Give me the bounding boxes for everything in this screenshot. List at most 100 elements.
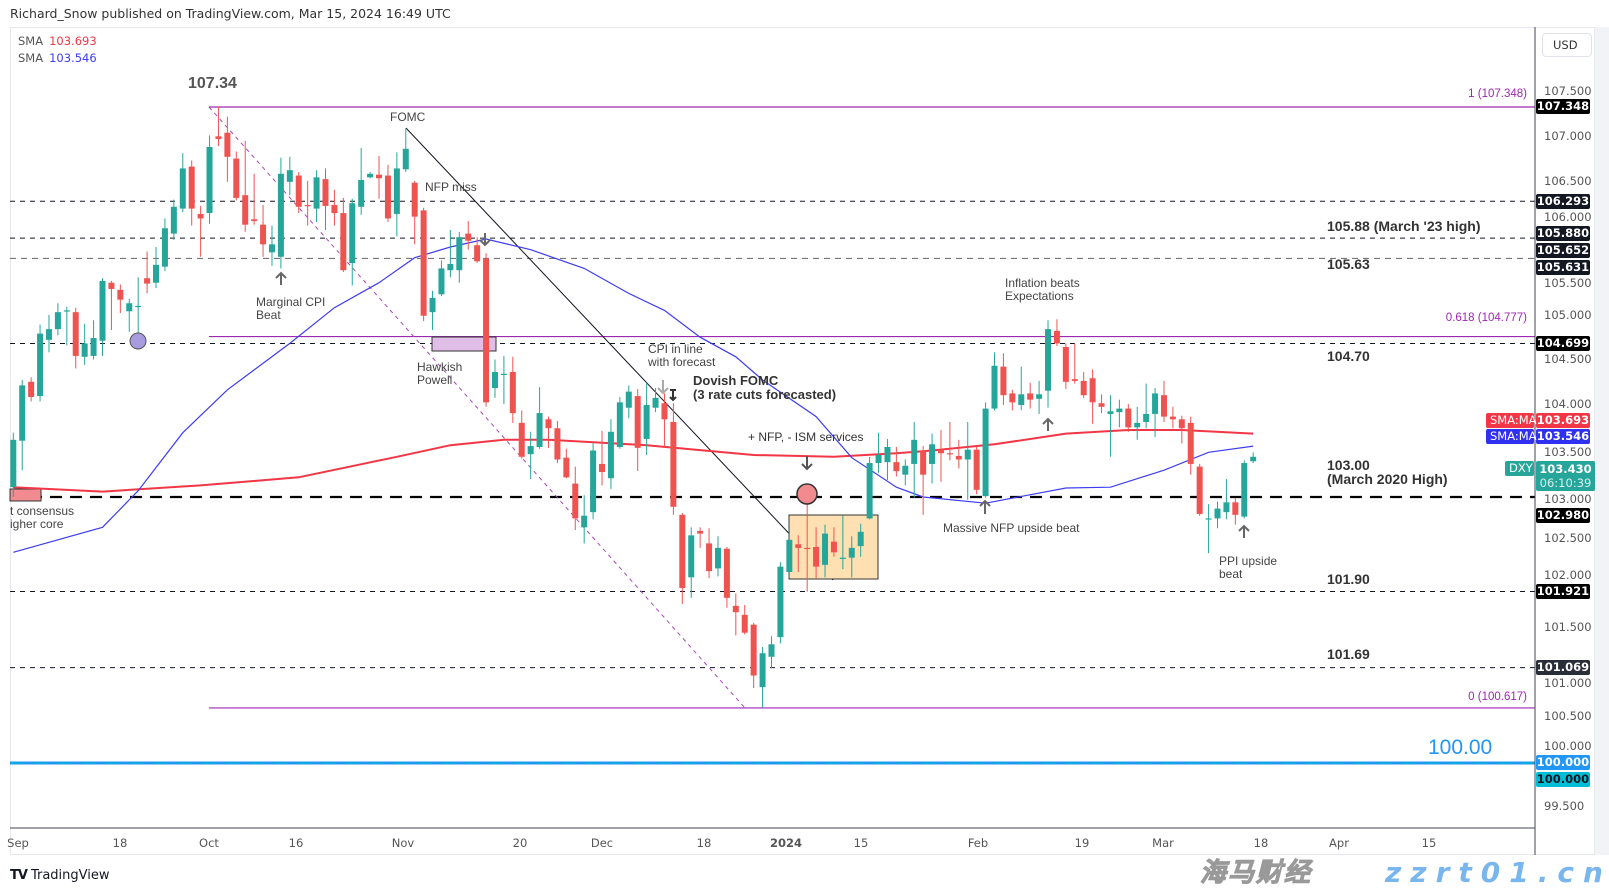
candle[interactable] bbox=[929, 433, 936, 484]
candle[interactable] bbox=[483, 253, 490, 407]
candle[interactable] bbox=[536, 387, 543, 449]
candle[interactable] bbox=[732, 593, 739, 636]
candle[interactable] bbox=[1241, 460, 1248, 519]
candle[interactable] bbox=[750, 622, 757, 689]
candle[interactable] bbox=[1116, 399, 1123, 428]
candle[interactable] bbox=[661, 393, 668, 448]
candle[interactable] bbox=[188, 160, 195, 226]
candle[interactable] bbox=[313, 170, 320, 222]
candle[interactable] bbox=[1178, 415, 1185, 444]
candle[interactable] bbox=[1045, 320, 1052, 408]
sma-short-line[interactable] bbox=[13, 238, 1254, 553]
candle[interactable] bbox=[875, 432, 882, 473]
candle[interactable] bbox=[830, 527, 837, 557]
candle[interactable] bbox=[206, 135, 213, 224]
candle[interactable] bbox=[982, 402, 989, 498]
candle[interactable] bbox=[518, 410, 525, 459]
candle[interactable] bbox=[1196, 463, 1203, 516]
candle[interactable] bbox=[839, 515, 846, 570]
candle[interactable] bbox=[251, 173, 258, 225]
candle[interactable] bbox=[545, 416, 552, 448]
candle[interactable] bbox=[714, 536, 721, 577]
candle[interactable] bbox=[1125, 404, 1132, 432]
candle[interactable] bbox=[741, 605, 748, 635]
candle[interactable] bbox=[973, 446, 980, 495]
candle[interactable] bbox=[688, 527, 695, 598]
candle[interactable] bbox=[884, 438, 891, 481]
candle[interactable] bbox=[304, 180, 311, 226]
candle[interactable] bbox=[126, 298, 133, 332]
candle[interactable] bbox=[358, 147, 365, 215]
candle[interactable] bbox=[920, 446, 927, 515]
candle[interactable] bbox=[723, 546, 730, 608]
candle[interactable] bbox=[153, 246, 160, 289]
candle[interactable] bbox=[215, 106, 222, 147]
candle[interactable] bbox=[1160, 380, 1167, 422]
candle[interactable] bbox=[233, 151, 240, 201]
candle[interactable] bbox=[1232, 497, 1239, 525]
candle[interactable] bbox=[991, 352, 998, 411]
candle[interactable] bbox=[500, 355, 507, 405]
candle[interactable] bbox=[197, 205, 204, 257]
candle[interactable] bbox=[706, 528, 713, 579]
candle[interactable] bbox=[1080, 371, 1087, 398]
candle[interactable] bbox=[911, 421, 918, 498]
candle[interactable] bbox=[1053, 319, 1060, 347]
candle[interactable] bbox=[1089, 369, 1096, 424]
candle[interactable] bbox=[679, 513, 686, 605]
currency-button[interactable]: USD bbox=[1542, 33, 1592, 57]
candle[interactable] bbox=[286, 156, 293, 196]
candle[interactable] bbox=[340, 197, 347, 272]
candle[interactable] bbox=[242, 140, 249, 232]
candle[interactable] bbox=[491, 359, 498, 398]
candle[interactable] bbox=[376, 155, 383, 199]
candle[interactable] bbox=[260, 205, 267, 257]
candle[interactable] bbox=[1250, 452, 1257, 464]
candle[interactable] bbox=[634, 388, 641, 472]
candle[interactable] bbox=[697, 527, 704, 548]
candle[interactable] bbox=[474, 237, 481, 264]
candle[interactable] bbox=[447, 230, 454, 278]
candle[interactable] bbox=[1223, 479, 1230, 520]
candle[interactable] bbox=[90, 320, 97, 360]
candle[interactable] bbox=[946, 421, 953, 461]
candle[interactable] bbox=[616, 396, 623, 449]
candle[interactable] bbox=[37, 324, 44, 402]
candle[interactable] bbox=[1152, 388, 1159, 438]
candle[interactable] bbox=[144, 251, 151, 294]
candle[interactable] bbox=[19, 380, 26, 471]
candle[interactable] bbox=[108, 280, 115, 331]
candle[interactable] bbox=[1036, 380, 1043, 414]
candle[interactable] bbox=[786, 529, 793, 579]
candle[interactable] bbox=[964, 421, 971, 500]
candle[interactable] bbox=[393, 152, 400, 237]
candle[interactable] bbox=[777, 562, 784, 644]
candle[interactable] bbox=[795, 535, 802, 572]
candle[interactable] bbox=[367, 171, 374, 179]
candle[interactable] bbox=[607, 419, 614, 489]
candle[interactable] bbox=[866, 456, 873, 520]
candle[interactable] bbox=[554, 421, 561, 464]
legend-sma-long[interactable]: SMA 103.693 bbox=[18, 34, 97, 48]
candle[interactable] bbox=[465, 221, 472, 250]
candle[interactable] bbox=[10, 432, 17, 497]
legend-sma-short[interactable]: SMA 103.546 bbox=[18, 51, 97, 65]
candle[interactable] bbox=[1000, 353, 1007, 406]
candle[interactable] bbox=[563, 448, 570, 479]
candle[interactable] bbox=[1027, 382, 1034, 409]
candle[interactable] bbox=[179, 153, 186, 213]
candle[interactable] bbox=[581, 495, 588, 544]
candle[interactable] bbox=[1169, 406, 1176, 429]
candle[interactable] bbox=[643, 382, 650, 456]
candle[interactable] bbox=[331, 189, 338, 226]
candle[interactable] bbox=[224, 116, 231, 182]
candle[interactable] bbox=[429, 290, 436, 331]
candle[interactable] bbox=[277, 157, 284, 269]
candle[interactable] bbox=[420, 207, 427, 322]
candle[interactable] bbox=[1062, 343, 1069, 389]
candle[interactable] bbox=[349, 198, 356, 286]
candle[interactable] bbox=[509, 356, 516, 423]
candle[interactable] bbox=[625, 385, 632, 419]
candle[interactable] bbox=[599, 430, 606, 486]
